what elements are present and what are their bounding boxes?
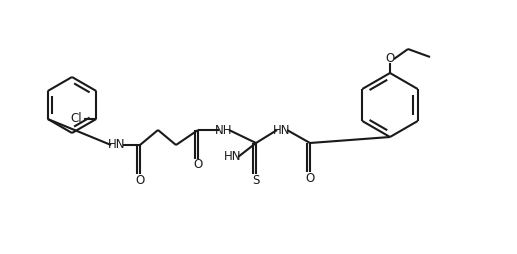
Text: HN: HN [273, 123, 291, 136]
Text: O: O [306, 171, 315, 184]
Text: O: O [135, 173, 145, 186]
Text: O: O [193, 158, 203, 171]
Text: NH: NH [215, 123, 233, 136]
Text: HN: HN [224, 151, 242, 164]
Text: HN: HN [108, 138, 126, 151]
Text: O: O [385, 53, 394, 66]
Text: S: S [252, 173, 260, 186]
Text: Cl: Cl [71, 113, 82, 125]
